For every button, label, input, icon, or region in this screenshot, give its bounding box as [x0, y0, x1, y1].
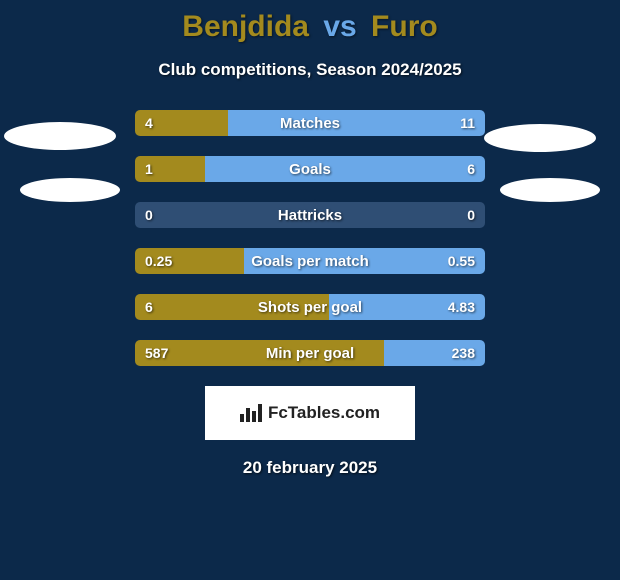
- player-placeholder-icon: [500, 178, 600, 202]
- stat-label: Goals per match: [251, 253, 369, 270]
- stat-row: 1 Goals 6: [135, 156, 485, 182]
- stat-label: Hattricks: [278, 207, 342, 224]
- stat-right-value: 11: [460, 115, 475, 131]
- stat-right-value: 4.83: [448, 299, 475, 315]
- stat-left-value: 6: [145, 299, 153, 315]
- stat-row: 0 Hattricks 0: [135, 202, 485, 228]
- stat-row: 587 Min per goal 238: [135, 340, 485, 366]
- stat-left-value: 587: [145, 345, 168, 361]
- date-label: 20 february 2025: [0, 458, 620, 478]
- stat-label: Matches: [280, 115, 340, 132]
- subtitle: Club competitions, Season 2024/2025: [0, 60, 620, 80]
- stat-row: 0.25 Goals per match 0.55: [135, 248, 485, 274]
- player-right-name: Furo: [371, 10, 438, 43]
- stat-left-value: 4: [145, 115, 153, 131]
- chart-icon: [240, 404, 262, 422]
- stat-right-value: 6: [467, 161, 475, 177]
- stat-label: Goals: [289, 161, 331, 178]
- stat-right-value: 0: [467, 207, 475, 223]
- stat-row: 6 Shots per goal 4.83: [135, 294, 485, 320]
- comparison-card: Benjdida vs Furo Club competitions, Seas…: [0, 0, 620, 580]
- player-placeholder-icon: [484, 124, 596, 152]
- page-title: Benjdida vs Furo: [0, 0, 620, 44]
- stat-row: 4 Matches 11: [135, 110, 485, 136]
- stat-left-value: 0: [145, 207, 153, 223]
- stats-block: 4Matches111Goals60Hattricks00.25Goals pe…: [135, 110, 485, 366]
- stat-label: Min per goal: [266, 345, 354, 362]
- source-badge: FcTables.com: [205, 386, 415, 440]
- player-left-name: Benjdida: [182, 10, 309, 43]
- stat-right-value: 238: [452, 345, 475, 361]
- player-placeholder-icon: [20, 178, 120, 202]
- stat-left-value: 1: [145, 161, 153, 177]
- stat-right-value: 0.55: [448, 253, 475, 269]
- stat-label: Shots per goal: [258, 299, 362, 316]
- title-vs: vs: [323, 10, 356, 43]
- source-badge-text: FcTables.com: [268, 403, 380, 423]
- player-placeholder-icon: [4, 122, 116, 150]
- stat-left-value: 0.25: [145, 253, 172, 269]
